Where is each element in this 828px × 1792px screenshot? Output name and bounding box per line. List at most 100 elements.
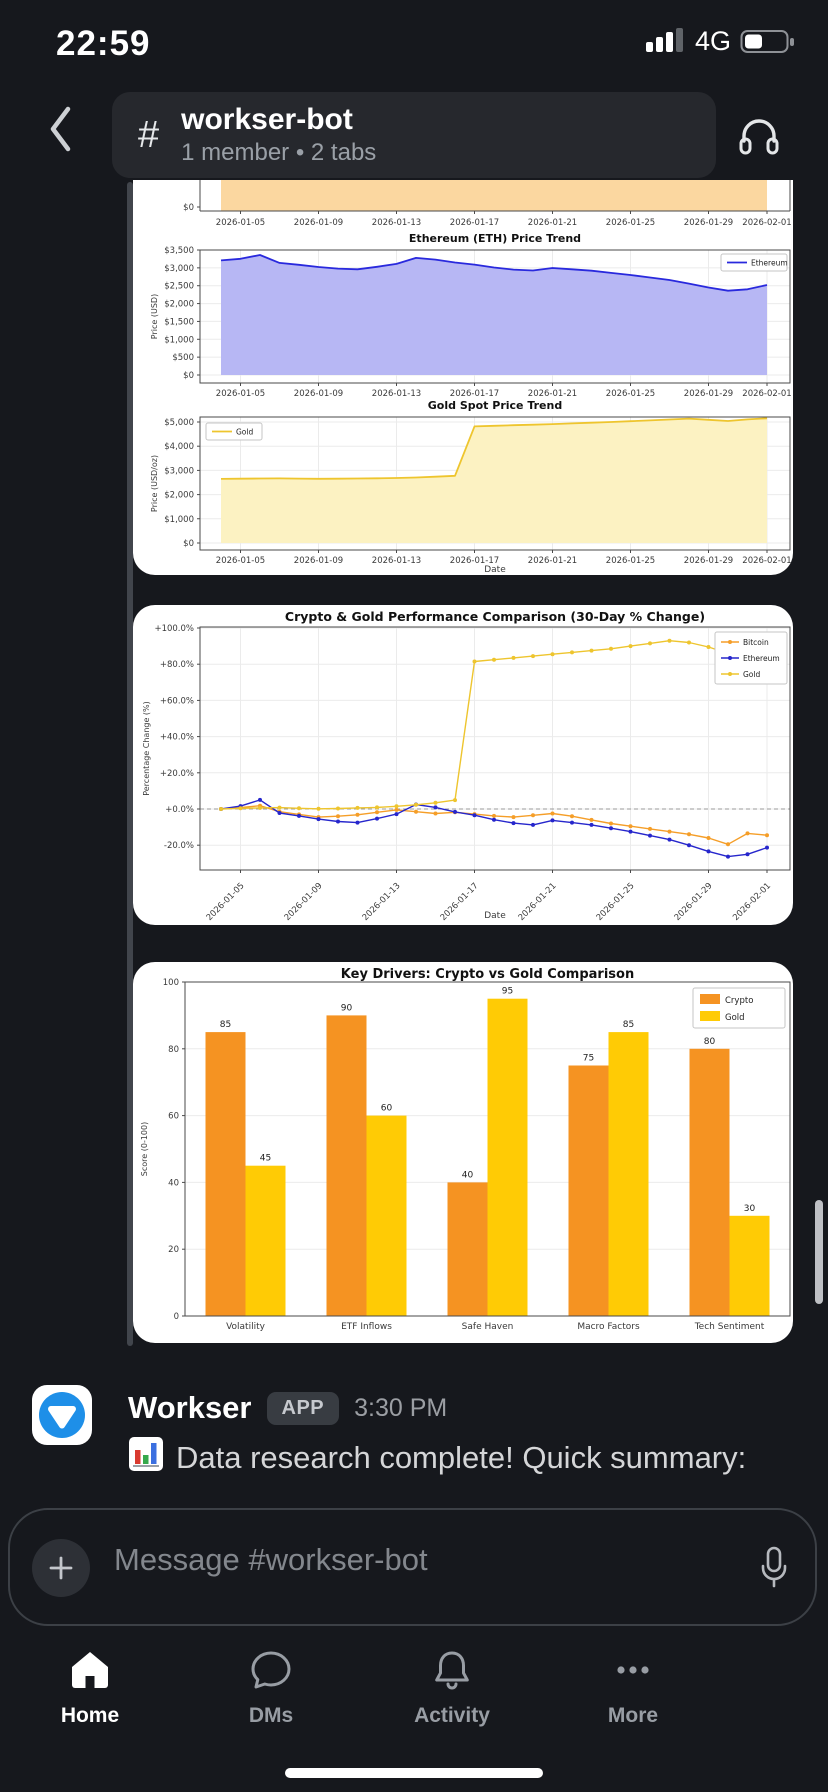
svg-text:Ethereum: Ethereum bbox=[743, 654, 780, 663]
svg-text:+60.0%: +60.0% bbox=[160, 696, 194, 706]
workser-avatar[interactable] bbox=[32, 1385, 92, 1445]
svg-text:2026-02-01: 2026-02-01 bbox=[742, 556, 791, 566]
svg-text:0: 0 bbox=[174, 1312, 179, 1322]
svg-text:Macro Factors: Macro Factors bbox=[577, 1322, 640, 1332]
svg-text:Price (USD/oz): Price (USD/oz) bbox=[150, 455, 159, 512]
svg-text:$2,000: $2,000 bbox=[164, 491, 194, 501]
svg-text:Score (0-100): Score (0-100) bbox=[140, 1122, 149, 1176]
svg-text:Gold Spot Price Trend: Gold Spot Price Trend bbox=[428, 399, 562, 412]
svg-text:$4,000: $4,000 bbox=[164, 442, 194, 452]
svg-text:40: 40 bbox=[168, 1178, 179, 1188]
status-indicators: 4G bbox=[645, 26, 796, 57]
svg-text:75: 75 bbox=[583, 1054, 594, 1064]
back-button[interactable] bbox=[46, 104, 76, 154]
svg-text:2026-01-09: 2026-01-09 bbox=[294, 218, 343, 228]
svg-text:90: 90 bbox=[341, 1003, 353, 1013]
svg-text:95: 95 bbox=[502, 987, 513, 997]
message-text: Data research complete! Quick summary: bbox=[176, 1440, 747, 1475]
battery-icon bbox=[740, 29, 794, 53]
headphones-icon[interactable] bbox=[736, 112, 782, 158]
svg-text:Tech Sentiment: Tech Sentiment bbox=[694, 1322, 765, 1332]
svg-text:+20.0%: +20.0% bbox=[160, 769, 194, 779]
chart-image-key-drivers[interactable]: Key Drivers: Crypto vs Gold Comparison 85… bbox=[133, 962, 793, 1343]
svg-text:2026-01-29: 2026-01-29 bbox=[684, 556, 733, 566]
attach-button[interactable] bbox=[32, 1539, 90, 1597]
message-composer[interactable]: Message #workser-bot bbox=[8, 1508, 817, 1626]
svg-text:$3,500: $3,500 bbox=[164, 246, 194, 256]
svg-text:2026-01-21: 2026-01-21 bbox=[517, 881, 559, 923]
svg-text:85: 85 bbox=[220, 1020, 231, 1030]
svg-text:$2,500: $2,500 bbox=[164, 282, 194, 292]
svg-text:30: 30 bbox=[744, 1204, 756, 1214]
svg-text:2026-01-25: 2026-01-25 bbox=[595, 881, 637, 923]
plus-icon bbox=[49, 1556, 73, 1580]
svg-text:2026-02-01: 2026-02-01 bbox=[742, 389, 791, 399]
svg-text:2026-01-05: 2026-01-05 bbox=[216, 218, 265, 228]
svg-text:Percentage Change (%): Percentage Change (%) bbox=[142, 701, 151, 796]
svg-text:2026-02-01: 2026-02-01 bbox=[742, 218, 791, 228]
svg-text:2026-01-05: 2026-01-05 bbox=[216, 556, 265, 566]
message-sender[interactable]: Workser bbox=[128, 1390, 252, 1425]
hash-icon: # bbox=[138, 113, 160, 156]
svg-text:45: 45 bbox=[260, 1154, 271, 1164]
svg-text:-20.0%: -20.0% bbox=[164, 841, 194, 851]
svg-text:Bitcoin: Bitcoin bbox=[743, 638, 769, 647]
svg-text:40: 40 bbox=[462, 1170, 474, 1180]
svg-text:Date: Date bbox=[484, 911, 506, 921]
svg-text:2026-01-25: 2026-01-25 bbox=[606, 556, 655, 566]
svg-text:2026-01-09: 2026-01-09 bbox=[294, 389, 343, 399]
svg-text:2026-01-05: 2026-01-05 bbox=[205, 881, 247, 923]
svg-text:$500: $500 bbox=[172, 353, 194, 363]
svg-text:$0: $0 bbox=[183, 371, 194, 381]
svg-text:20: 20 bbox=[168, 1245, 179, 1255]
svg-text:2026-01-21: 2026-01-21 bbox=[528, 389, 577, 399]
svg-text:+40.0%: +40.0% bbox=[160, 733, 194, 743]
svg-text:Crypto: Crypto bbox=[725, 996, 753, 1006]
tab-more[interactable]: More bbox=[563, 1645, 703, 1728]
cellular-signal-icon bbox=[645, 27, 683, 52]
message-input[interactable]: Message #workser-bot bbox=[114, 1542, 428, 1577]
svg-text:+100.0%: +100.0% bbox=[154, 624, 194, 634]
svg-text:$1,500: $1,500 bbox=[164, 317, 194, 327]
svg-text:2026-01-13: 2026-01-13 bbox=[372, 389, 421, 399]
svg-text:2026-01-29: 2026-01-29 bbox=[673, 881, 715, 923]
channel-subtitle: 1 member • 2 tabs bbox=[181, 139, 377, 166]
svg-text:ETF Inflows: ETF Inflows bbox=[341, 1322, 392, 1332]
svg-text:2026-01-29: 2026-01-29 bbox=[684, 218, 733, 228]
svg-text:$2,000: $2,000 bbox=[164, 300, 194, 310]
svg-text:+80.0%: +80.0% bbox=[160, 660, 194, 670]
message-text-row: Data research complete! Quick summary: bbox=[128, 1436, 746, 1480]
svg-text:2026-01-17: 2026-01-17 bbox=[439, 881, 481, 923]
svg-text:2026-01-17: 2026-01-17 bbox=[450, 556, 499, 566]
svg-text:2026-01-13: 2026-01-13 bbox=[372, 556, 421, 566]
tab-dms[interactable]: DMs bbox=[201, 1645, 341, 1728]
chart-image-performance-comparison[interactable]: Crypto & Gold Performance Comparison (30… bbox=[133, 605, 793, 925]
channel-header[interactable]: # workser-bot 1 member • 2 tabs bbox=[112, 92, 716, 178]
svg-text:2026-01-13: 2026-01-13 bbox=[372, 218, 421, 228]
tab-home[interactable]: Home bbox=[20, 1645, 160, 1728]
tab-activity[interactable]: Activity bbox=[382, 1645, 522, 1728]
network-type: 4G bbox=[694, 26, 731, 56]
attachment-rail bbox=[127, 182, 133, 1346]
svg-text:2026-01-09: 2026-01-09 bbox=[294, 556, 343, 566]
svg-text:$3,000: $3,000 bbox=[164, 264, 194, 274]
svg-text:$0: $0 bbox=[183, 539, 194, 549]
channel-name: workser-bot bbox=[181, 103, 353, 136]
svg-text:Key Drivers: Crypto vs Gold Co: Key Drivers: Crypto vs Gold Comparison bbox=[341, 967, 634, 982]
microphone-icon[interactable] bbox=[759, 1546, 789, 1592]
chat-bubble-icon bbox=[251, 1651, 291, 1689]
chart-image-price-trends[interactable]: $0 2026-01-05 2026-01-09 2026-01-13 2026-01-… bbox=[133, 180, 793, 575]
svg-text:2026-01-21: 2026-01-21 bbox=[528, 218, 577, 228]
svg-text:2026-01-29: 2026-01-29 bbox=[684, 389, 733, 399]
svg-text:+0.0%: +0.0% bbox=[165, 805, 194, 815]
svg-text:Gold: Gold bbox=[743, 670, 760, 679]
svg-text:80: 80 bbox=[704, 1037, 716, 1047]
svg-text:100: 100 bbox=[163, 978, 179, 988]
svg-text:2026-01-09: 2026-01-09 bbox=[283, 881, 325, 923]
svg-text:Gold: Gold bbox=[236, 428, 253, 437]
svg-text:2026-01-21: 2026-01-21 bbox=[528, 556, 577, 566]
scrollbar[interactable] bbox=[815, 1200, 823, 1304]
svg-text:80: 80 bbox=[168, 1045, 179, 1055]
svg-text:Volatility: Volatility bbox=[226, 1322, 266, 1332]
svg-text:$1,000: $1,000 bbox=[164, 515, 194, 525]
